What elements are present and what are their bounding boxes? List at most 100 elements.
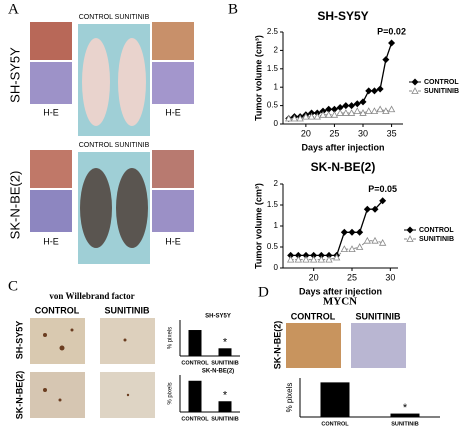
annotation: * (403, 402, 408, 414)
panel-label: B (228, 1, 238, 17)
bar (218, 401, 232, 413)
photos-a (30, 22, 194, 264)
point (340, 245, 349, 253)
annotation: P=0.05 (368, 184, 397, 194)
bar (320, 382, 350, 418)
column-label: SUNITINIB (356, 311, 402, 321)
point (285, 114, 293, 122)
y-tick-label: 0 (274, 119, 279, 128)
x-tick-label: 25 (329, 128, 339, 138)
chart-title: SK-N-BE(2) (311, 160, 376, 174)
y-axis-label: % pixels (168, 327, 174, 349)
legend-label: SUNITINIB (424, 88, 459, 95)
x-tick-label: 30 (358, 128, 368, 138)
point (317, 255, 326, 263)
point (359, 109, 367, 116)
point (294, 251, 302, 259)
chart-title: SH-SY5Y (205, 314, 231, 320)
y-axis-label: % pixels (285, 383, 294, 413)
annotation: P=0.02 (377, 26, 406, 36)
point (359, 98, 367, 106)
chart-title: SH-SY5Y (317, 9, 368, 23)
point (376, 85, 384, 93)
point (363, 205, 371, 213)
panel-label: C (8, 278, 18, 294)
x-tick-label: CONTROL (321, 421, 349, 427)
panel-label: D (258, 284, 269, 300)
stain-label: H-E (43, 236, 59, 246)
y-axis-label: Tumor volume (cm³) (253, 183, 263, 269)
point (307, 112, 316, 120)
point (325, 251, 333, 259)
stain-label: H-E (165, 107, 181, 117)
point (382, 56, 390, 64)
point (370, 87, 378, 95)
bar (390, 413, 420, 418)
point (371, 236, 379, 244)
legend-label: CONTROL (424, 79, 459, 86)
point (317, 251, 325, 259)
x-tick-label: CONTROL (181, 416, 209, 422)
point (325, 255, 333, 263)
photos-d (286, 323, 406, 368)
point (376, 105, 384, 113)
point (342, 109, 350, 116)
point (336, 109, 344, 116)
x-tick-label: SUNITINIB (211, 416, 239, 422)
point (365, 87, 373, 95)
legend-marker (411, 78, 419, 86)
bar (188, 380, 202, 413)
point (370, 107, 379, 115)
x-tick-label: 20 (301, 128, 311, 138)
column-label: CONTROL (291, 311, 336, 321)
y-axis-label: Tumor volume (cm³) (253, 35, 263, 121)
point (302, 255, 310, 263)
point (356, 228, 364, 236)
bar (218, 348, 232, 357)
legend-marker (406, 235, 414, 242)
y-tick-label: 2 (274, 46, 279, 55)
point (378, 238, 387, 246)
point (325, 105, 333, 113)
annotation: * (223, 337, 228, 349)
point (379, 197, 387, 205)
point (302, 112, 310, 120)
legend-label: CONTROL (419, 227, 454, 234)
y-tick-label: 1 (274, 221, 279, 230)
point (348, 228, 356, 236)
point (290, 114, 299, 122)
y-tick-label: 2 (274, 179, 279, 188)
stain-label: H-E (165, 236, 181, 246)
point (286, 255, 295, 263)
point (363, 236, 372, 244)
x-tick-label: CONTROL (181, 360, 209, 366)
x-tick-label: SUNITINIB (391, 421, 419, 427)
bar (188, 330, 202, 357)
panel-title: MYCN (323, 296, 357, 308)
y-tick-label: 0.5 (267, 101, 279, 110)
column-label: SUNITINIB (105, 305, 151, 315)
point (309, 255, 318, 263)
panel-label: A (8, 1, 19, 17)
point (287, 251, 295, 259)
point (313, 112, 321, 120)
point (382, 107, 390, 115)
x-axis-label: Days after injection (299, 286, 382, 296)
row-label: SK-N-BE(2) (14, 371, 24, 420)
photos-c (30, 318, 155, 418)
y-tick-label: 1 (274, 82, 279, 91)
y-tick-label: 2.5 (267, 27, 279, 36)
x-tick-label: 25 (347, 272, 357, 282)
point (355, 243, 364, 250)
point (387, 105, 396, 113)
point (353, 107, 361, 115)
row-label: SK-N-BE(2) (272, 321, 282, 370)
y-axis-label: % pixels (168, 382, 174, 404)
point (365, 107, 373, 115)
point (336, 103, 344, 111)
y-tick-label: 1.5 (267, 64, 279, 73)
y-tick-label: 0 (274, 263, 279, 272)
legend-marker (406, 226, 414, 234)
x-tick-label: SUNITINIB (211, 360, 239, 366)
